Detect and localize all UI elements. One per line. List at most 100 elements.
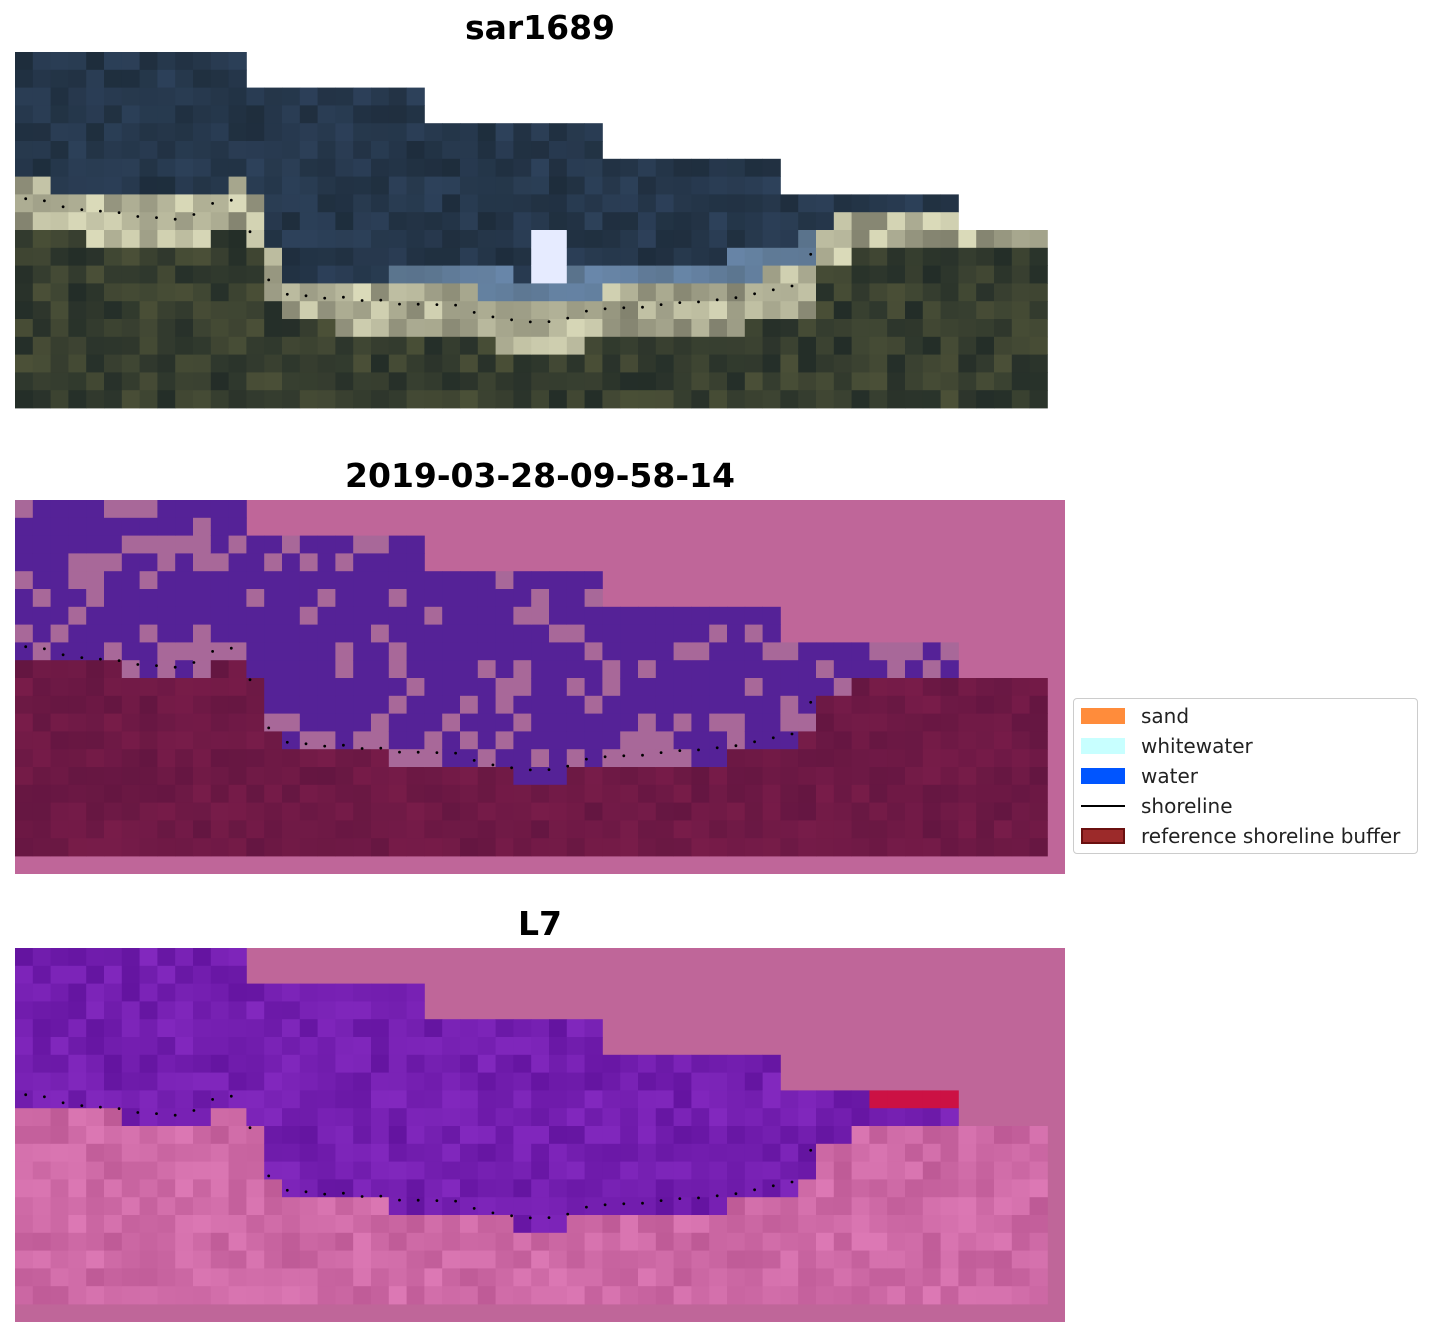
image-pixel (495, 1126, 514, 1145)
image-pixel (566, 301, 585, 320)
image-pixel (744, 354, 763, 373)
legend-label: whitewater (1141, 734, 1253, 758)
image-pixel (887, 194, 906, 213)
image-pixel (602, 731, 621, 750)
image-pixel (887, 319, 906, 338)
image-pixel (727, 1215, 746, 1234)
image-pixel (68, 1250, 87, 1269)
image-pixel (32, 1054, 51, 1073)
image-pixel (638, 1090, 657, 1109)
image-pixel (353, 1108, 372, 1127)
image-pixel (104, 965, 123, 984)
shoreline-point (585, 1205, 588, 1209)
image-pixel (157, 1108, 176, 1127)
image-pixel (353, 319, 372, 338)
image-pixel (851, 1090, 870, 1109)
image-pixel (709, 820, 728, 839)
image-pixel (228, 1215, 247, 1234)
image-pixel (264, 212, 283, 231)
image-pixel (228, 1019, 247, 1038)
image-pixel (86, 372, 105, 391)
image-pixel (584, 1072, 603, 1091)
image-pixel (905, 1126, 924, 1145)
image-pixel (976, 247, 995, 266)
image-pixel (264, 1090, 283, 1109)
image-pixel (388, 247, 407, 266)
image-pixel (584, 1161, 603, 1180)
image-pixel (15, 194, 34, 213)
image-pixel (193, 1108, 212, 1127)
image-pixel (531, 820, 550, 839)
image-pixel (602, 624, 621, 643)
image-pixel (228, 713, 247, 732)
image-pixel (531, 571, 550, 590)
image-pixel (460, 336, 479, 355)
image-pixel (1029, 767, 1048, 786)
image-pixel (655, 820, 674, 839)
image-pixel (335, 158, 354, 177)
image-pixel (121, 802, 140, 821)
image-pixel (531, 194, 550, 213)
image-pixel (691, 283, 710, 302)
image-pixel (477, 247, 496, 266)
image-pixel (727, 749, 746, 768)
image-pixel (673, 678, 692, 697)
image-pixel (193, 820, 212, 839)
image-pixel (86, 123, 105, 142)
image-pixel (673, 265, 692, 284)
shoreline-point (136, 1111, 140, 1114)
image-pixel (121, 1072, 140, 1091)
image-pixel (833, 230, 852, 249)
image-pixel (958, 1197, 977, 1216)
image-pixel (299, 1090, 318, 1109)
image-pixel (15, 553, 34, 572)
image-pixel (317, 176, 336, 195)
image-pixel (157, 230, 176, 249)
image-pixel (905, 194, 924, 213)
image-pixel (264, 1072, 283, 1091)
image-pixel (193, 517, 212, 536)
image-pixel (727, 319, 746, 338)
image-pixel (15, 247, 34, 266)
image-pixel (442, 1197, 461, 1216)
image-pixel (50, 1215, 69, 1234)
image-pixel (139, 784, 158, 803)
image-pixel (371, 105, 390, 124)
image-pixel (531, 247, 550, 266)
image-pixel (727, 678, 746, 697)
image-pixel (869, 1197, 888, 1216)
image-pixel (602, 1143, 621, 1162)
image-pixel (851, 1268, 870, 1287)
image-pixel (139, 123, 158, 142)
image-pixel (210, 802, 229, 821)
shoreline-point (435, 1199, 439, 1202)
image-pixel (816, 678, 835, 697)
image-pixel (353, 1072, 372, 1091)
image-pixel (549, 319, 568, 338)
image-pixel (282, 695, 301, 714)
image-pixel (976, 1197, 995, 1216)
image-pixel (121, 283, 140, 302)
image-pixel (86, 336, 105, 355)
image-pixel (638, 230, 657, 249)
image-pixel (121, 500, 140, 519)
image-pixel (833, 194, 852, 213)
image-pixel (602, 713, 621, 732)
image-pixel (32, 1072, 51, 1091)
image-pixel (655, 1072, 674, 1091)
image-pixel (566, 767, 585, 786)
image-pixel (709, 802, 728, 821)
image-pixel (86, 283, 105, 302)
image-pixel (371, 1232, 390, 1251)
image-pixel (86, 1286, 105, 1305)
image-pixel (922, 354, 941, 373)
image-pixel (68, 731, 87, 750)
image-pixel (442, 642, 461, 661)
image-pixel (566, 713, 585, 732)
image-pixel (442, 265, 461, 284)
image-pixel (620, 390, 639, 409)
image-pixel (584, 1054, 603, 1073)
image-pixel (264, 372, 283, 391)
image-pixel (317, 820, 336, 839)
image-pixel (139, 767, 158, 786)
